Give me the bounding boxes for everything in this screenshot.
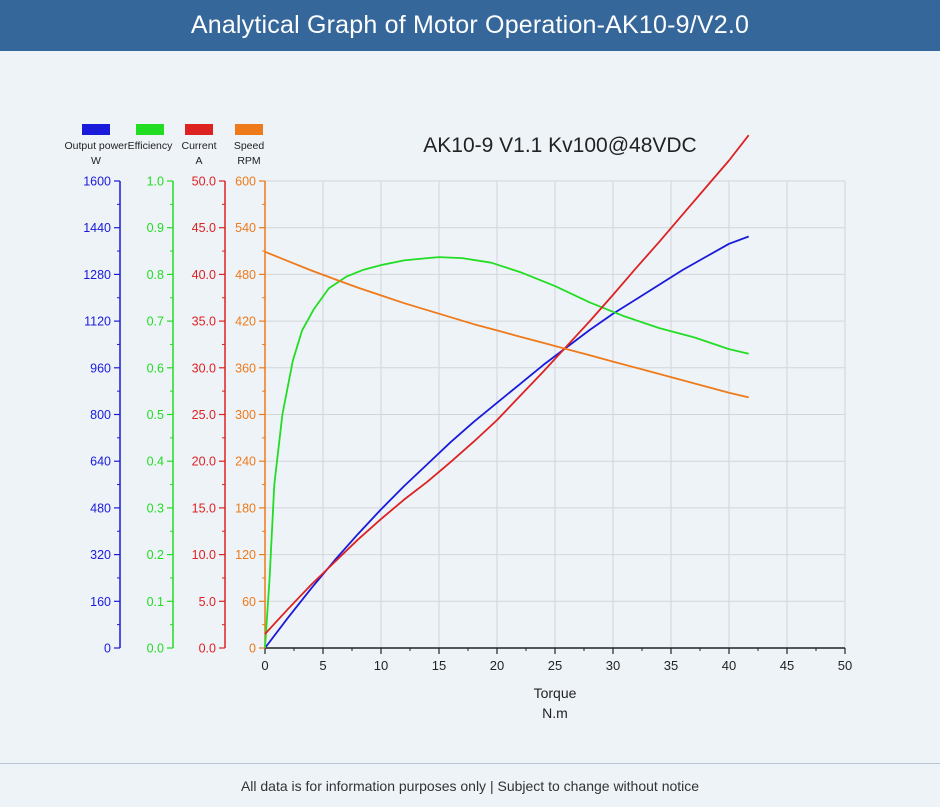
power-tick-label: 160 bbox=[90, 595, 111, 609]
page-footer: All data is for information purposes onl… bbox=[0, 764, 940, 807]
x-tick-label: 0 bbox=[261, 658, 268, 673]
current-tick-label: 15.0 bbox=[192, 501, 216, 515]
efficiency-legend-swatch bbox=[136, 124, 164, 135]
footer-divider bbox=[0, 763, 940, 764]
speed-tick-label: 240 bbox=[235, 455, 256, 469]
power-legend-unit: W bbox=[91, 155, 101, 167]
current-tick-label: 35.0 bbox=[192, 315, 216, 329]
speed-tick-label: 600 bbox=[235, 175, 256, 189]
speed-tick-label: 540 bbox=[235, 221, 256, 235]
efficiency-tick-label: 0.4 bbox=[147, 455, 164, 469]
legend-layer: Output power W Efficiency Current A Speed RPM bbox=[64, 124, 264, 167]
speed-tick-label: 120 bbox=[235, 548, 256, 562]
efficiency-tick-label: 0.6 bbox=[147, 361, 164, 375]
efficiency-tick-label: 0.3 bbox=[147, 501, 164, 515]
power-tick-label: 480 bbox=[90, 501, 111, 515]
x-tick-label: 45 bbox=[780, 658, 794, 673]
speed-tick-label: 480 bbox=[235, 268, 256, 282]
series-line-speed bbox=[264, 250, 749, 399]
speed-tick-label: 300 bbox=[235, 408, 256, 422]
x-tick-label: 25 bbox=[548, 658, 562, 673]
current-legend-swatch bbox=[185, 124, 213, 135]
page-title: Analytical Graph of Motor Operation-AK10… bbox=[190, 11, 750, 39]
current-tick-label: 10.0 bbox=[192, 548, 216, 562]
power-tick-label: 320 bbox=[90, 548, 111, 562]
efficiency-tick-label: 0.0 bbox=[147, 642, 164, 656]
power-legend-swatch bbox=[82, 124, 110, 135]
x-tick-label: 35 bbox=[664, 658, 678, 673]
chart-svg: 0 5 10 15 20 25 30 35 40 45 50 0 160 320 480 640 800 960 1… bbox=[64, 124, 852, 721]
current-tick-label: 30.0 bbox=[192, 361, 216, 375]
power-tick-label: 1280 bbox=[83, 268, 111, 282]
x-axis-label: Torque bbox=[534, 685, 577, 701]
series-layer bbox=[264, 134, 750, 649]
x-tick-label: 10 bbox=[374, 658, 388, 673]
page-header: Analytical Graph of Motor Operation-AK10… bbox=[0, 0, 940, 51]
footer-disclaimer: All data is for information purposes onl… bbox=[240, 777, 700, 794]
efficiency-tick-label: 0.8 bbox=[147, 268, 164, 282]
efficiency-tick-label: 0.2 bbox=[147, 548, 164, 562]
power-legend-label: Output power bbox=[64, 140, 128, 152]
speed-tick-label: 0 bbox=[249, 642, 256, 656]
efficiency-tick-label: 0.5 bbox=[147, 408, 164, 422]
speed-tick-label: 360 bbox=[235, 361, 256, 375]
x-tick-label: 50 bbox=[838, 658, 852, 673]
power-tick-label: 1120 bbox=[84, 315, 111, 329]
speed-legend-swatch bbox=[235, 124, 263, 135]
power-tick-label: 960 bbox=[90, 361, 111, 375]
speed-tick-label: 420 bbox=[235, 315, 256, 329]
efficiency-tick-label: 0.7 bbox=[147, 315, 164, 329]
current-tick-label: 20.0 bbox=[192, 455, 216, 469]
power-tick-label: 800 bbox=[90, 408, 111, 422]
speed-tick-label: 60 bbox=[242, 595, 256, 609]
current-tick-label: 45.0 bbox=[192, 221, 216, 235]
power-tick-label: 1600 bbox=[83, 175, 111, 189]
current-legend-unit: A bbox=[195, 155, 202, 167]
current-tick-label: 50.0 bbox=[192, 175, 216, 189]
efficiency-tick-label: 0.1 bbox=[147, 595, 164, 609]
series-line-current bbox=[264, 134, 750, 635]
motor-chart: 0 5 10 15 20 25 30 35 40 45 50 0 160 320 480 640 800 960 1… bbox=[0, 51, 940, 762]
power-tick-label: 1440 bbox=[83, 221, 111, 235]
speed-tick-label: 180 bbox=[235, 501, 256, 515]
current-tick-label: 5.0 bbox=[199, 595, 216, 609]
current-tick-label: 0.0 bbox=[199, 642, 216, 656]
efficiency-tick-label: 1.0 bbox=[147, 175, 164, 189]
speed-legend-label: Speed bbox=[234, 140, 265, 152]
efficiency-legend-label: Efficiency bbox=[128, 140, 173, 152]
x-tick-label: 5 bbox=[319, 658, 326, 673]
power-tick-label: 0 bbox=[104, 642, 111, 656]
chart-title: AK10-9 V1.1 Kv100@48VDC bbox=[423, 134, 696, 157]
power-tick-label: 640 bbox=[90, 455, 111, 469]
series-line-efficiency bbox=[264, 256, 749, 649]
x-tick-label: 15 bbox=[432, 658, 446, 673]
current-legend-label: Current bbox=[181, 140, 216, 152]
efficiency-tick-label: 0.9 bbox=[147, 221, 164, 235]
x-tick-label: 30 bbox=[606, 658, 620, 673]
current-tick-label: 40.0 bbox=[192, 268, 216, 282]
axes-layer: 0 5 10 15 20 25 30 35 40 45 50 0 160 320 480 640 800 960 1… bbox=[83, 175, 852, 674]
grid-layer bbox=[265, 180, 846, 648]
current-tick-label: 25.0 bbox=[192, 408, 216, 422]
x-tick-label: 20 bbox=[490, 658, 504, 673]
series-line-power bbox=[264, 235, 750, 649]
speed-legend-unit: RPM bbox=[237, 155, 260, 167]
x-axis-unit: N.m bbox=[542, 705, 568, 721]
x-tick-label: 40 bbox=[722, 658, 736, 673]
